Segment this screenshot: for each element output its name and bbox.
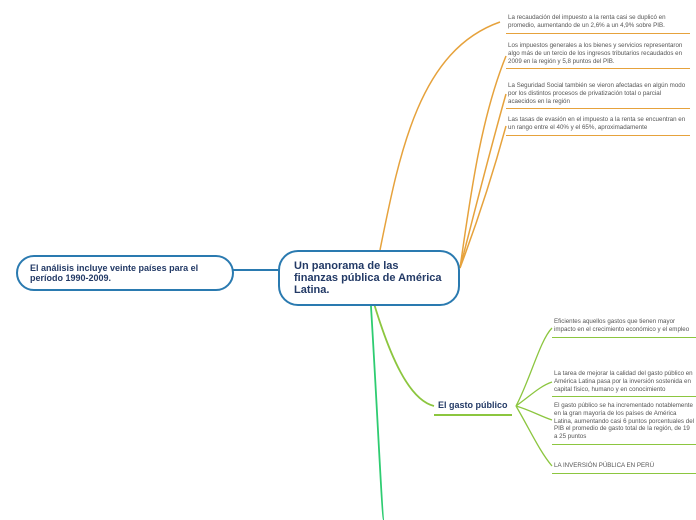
central-topic-label: Un panorama de las finanzas pública de A…	[294, 260, 442, 296]
gasto-leaf-label: La tarea de mejorar la calidad del gasto…	[554, 370, 693, 393]
gasto-leaf[interactable]: Eficientes aquellos gastos que tienen ma…	[552, 316, 696, 338]
top-leaf-label: Las tasas de evasión en el impuesto a la…	[508, 116, 685, 131]
gasto-leaf[interactable]: El gasto público se ha incrementado nota…	[552, 400, 696, 445]
top-leaf[interactable]: Los impuestos generales a los bienes y s…	[506, 40, 690, 69]
connector	[460, 126, 506, 268]
gasto-leaf-label: LA INVERSIÓN PÚBLICA EN PERÚ	[554, 462, 654, 469]
gasto-leaf-label: El gasto público se ha incrementado nota…	[554, 402, 694, 440]
top-leaf[interactable]: Las tasas de evasión en el impuesto a la…	[506, 114, 690, 136]
connector	[380, 22, 500, 250]
top-leaf-label: Los impuestos generales a los bienes y s…	[508, 42, 682, 65]
central-topic[interactable]: Un panorama de las finanzas pública de A…	[278, 250, 460, 306]
connector	[516, 406, 552, 466]
gasto-subtopic[interactable]: El gasto público	[434, 398, 512, 416]
connector	[516, 328, 552, 406]
connector	[460, 56, 506, 268]
gasto-leaf-label: Eficientes aquellos gastos que tienen ma…	[554, 318, 689, 333]
top-leaf-label: La Seguridad Social también se vieron af…	[508, 82, 685, 105]
top-leaf-label: La recaudación del impuesto a la renta c…	[508, 14, 666, 29]
connector	[370, 290, 384, 520]
gasto-leaf[interactable]: La tarea de mejorar la calidad del gasto…	[552, 368, 696, 397]
top-leaf[interactable]: La Seguridad Social también se vieron af…	[506, 80, 690, 109]
connector	[516, 382, 552, 406]
gasto-leaf[interactable]: LA INVERSIÓN PÚBLICA EN PERÚ	[552, 460, 696, 474]
left-subtopic-label: El análisis incluye veinte países para e…	[30, 263, 198, 283]
connector	[460, 94, 506, 268]
connector	[516, 406, 552, 420]
left-subtopic[interactable]: El análisis incluye veinte países para e…	[16, 255, 234, 291]
connector	[370, 290, 434, 406]
top-leaf[interactable]: La recaudación del impuesto a la renta c…	[506, 12, 690, 34]
gasto-subtopic-label: El gasto público	[438, 400, 508, 410]
